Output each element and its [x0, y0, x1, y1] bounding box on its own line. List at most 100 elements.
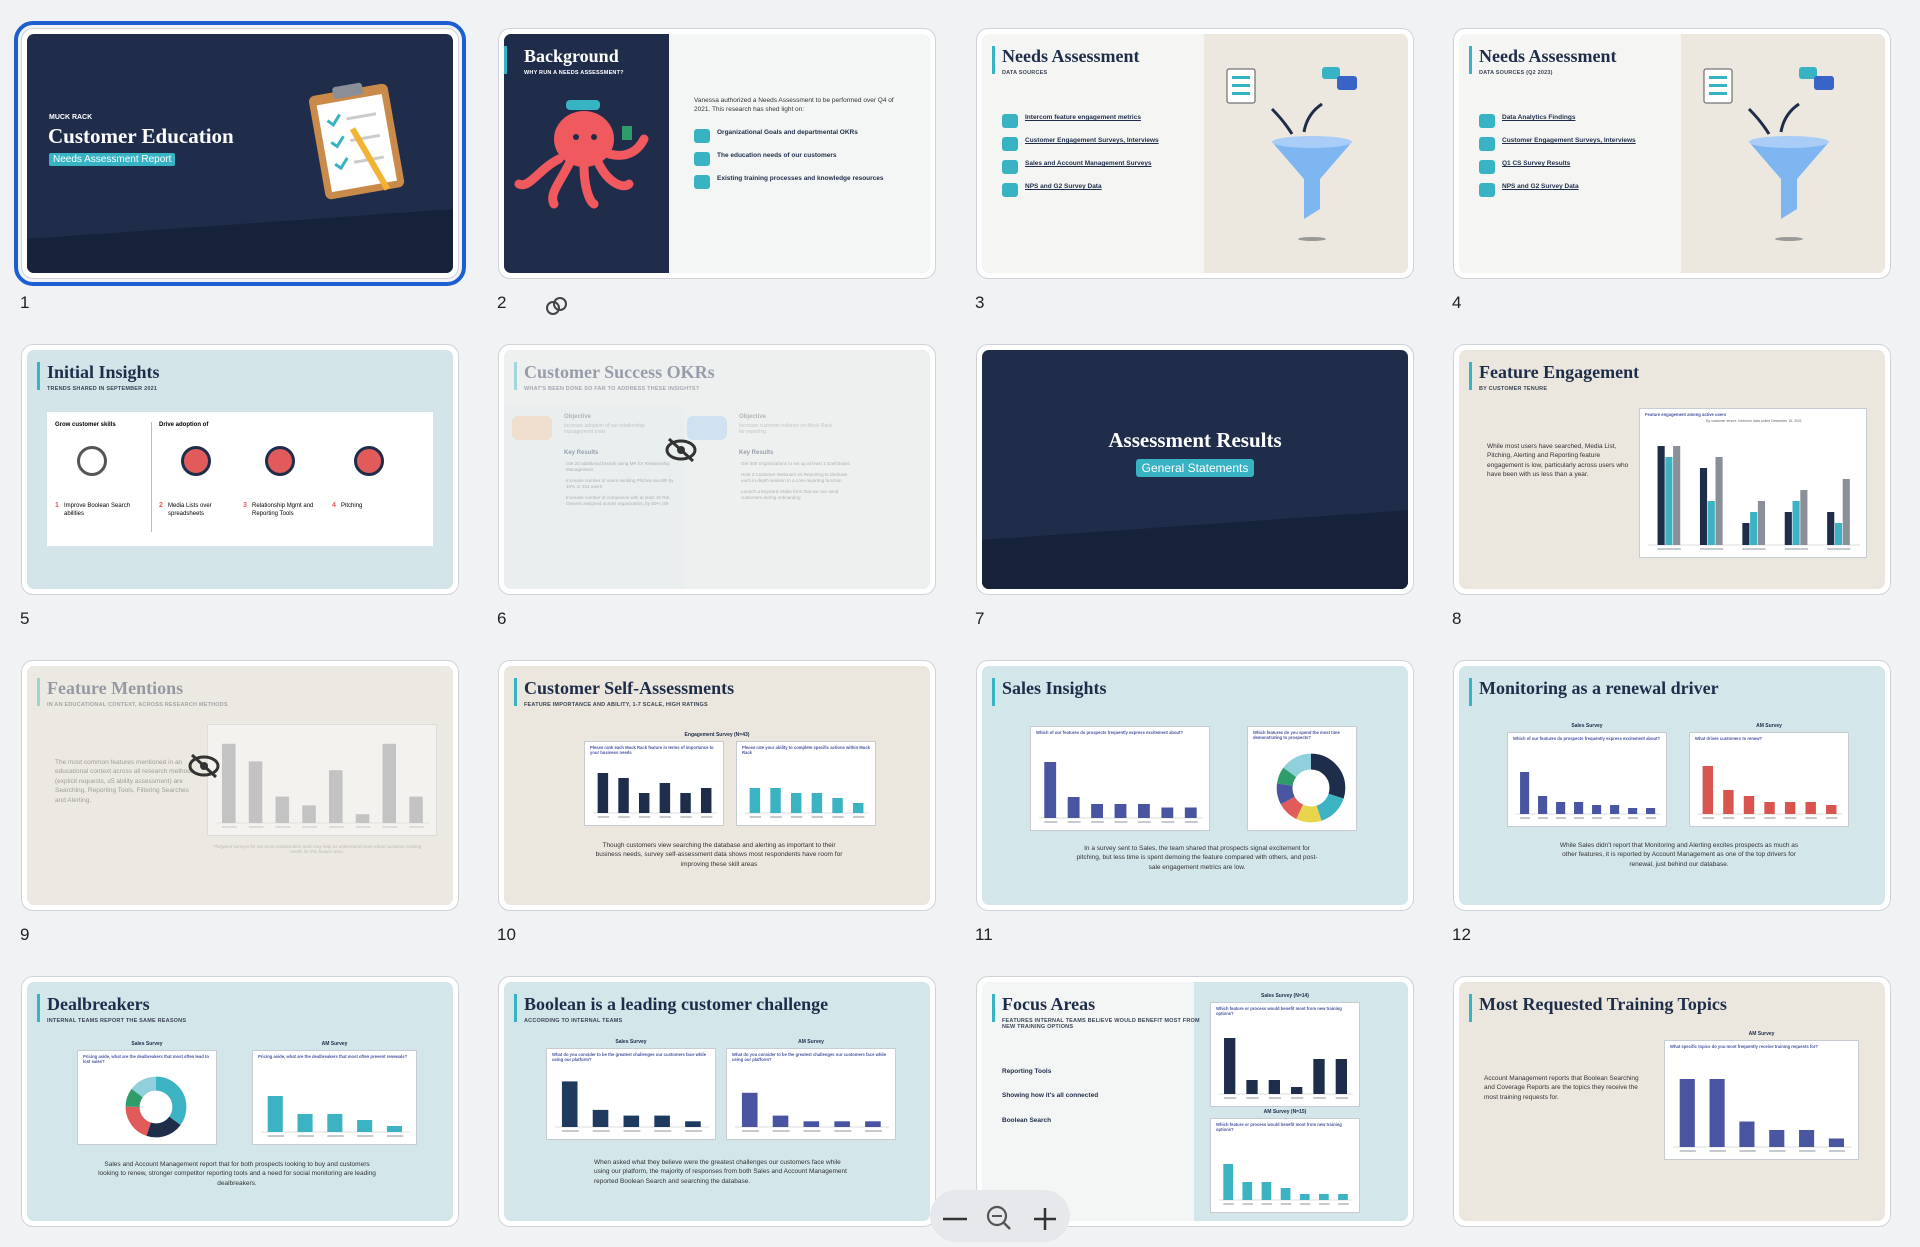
okr-label: Objective	[564, 414, 592, 420]
item-icon	[694, 152, 710, 166]
bar-label	[1223, 1203, 1234, 1205]
slide-thumbnail[interactable]: Dealbreakers INTERNAL TEAMS REPORT THE SA…	[21, 976, 459, 1227]
list-item: Showing how it's all connected	[1002, 1092, 1187, 1100]
slide-thumbnail[interactable]: Sales Insights In a survey sent to Sales,…	[976, 660, 1414, 911]
list-item: Data Analytics Findings	[1479, 114, 1674, 128]
slide-thumbnail[interactable]: Needs Assessment DATA SOURCES (Q2 2023) Da…	[1453, 28, 1891, 279]
slide-content: Initial Insights TRENDS SHARED IN SEPTEMB…	[27, 350, 453, 589]
slide-thumbnail[interactable]: Customer Success OKRs WHAT'S BEEN DONE SO…	[498, 344, 936, 595]
chart: Which of our features do prospects frequ…	[1030, 726, 1210, 831]
bar	[1665, 457, 1673, 545]
donut-segment	[1276, 753, 1346, 823]
slide-content: Feature Mentions IN AN EDUCATIONAL CONTEX…	[27, 666, 453, 905]
item-text: Boolean Search	[1002, 1116, 1052, 1124]
slide-title: Customer Success OKRs	[524, 362, 715, 382]
slide: Boolean is a leading customer challenge A…	[504, 982, 930, 1221]
bar-label	[1574, 817, 1584, 819]
bar-label	[659, 816, 672, 818]
slide-number: 5	[20, 609, 30, 628]
item-icon	[694, 175, 710, 189]
slide-thumbnail[interactable]: Feature Mentions IN AN EDUCATIONAL CONTEX…	[21, 660, 459, 911]
bar	[1699, 468, 1708, 545]
bar-label	[1769, 1150, 1786, 1152]
item-text: Data Analytics Findings	[1502, 114, 1576, 121]
bar-label	[327, 1135, 344, 1137]
slide-thumbnail[interactable]: Assessment Results General Statements	[976, 344, 1414, 595]
slide-title: Sales Insights	[1002, 678, 1107, 698]
slide-thumbnail[interactable]: Initial Insights TRENDS SHARED IN SEPTEMB…	[21, 344, 459, 595]
slide-thumbnail[interactable]: Focus Areas FEATURES INTERNAL TEAMS BELIE…	[976, 976, 1414, 1227]
okr-objective: Increase adoption of our relationship ma…	[564, 423, 645, 435]
list-item: NPS and G2 Survey Data	[1479, 183, 1674, 197]
bar	[1715, 457, 1723, 545]
bar	[1538, 796, 1548, 814]
panel	[1204, 34, 1408, 273]
slide-thumbnail[interactable]: Customer Self-Assessments FEATURE IMPORTA…	[498, 660, 936, 911]
slide-number: 7	[975, 609, 985, 628]
item-text: Showing how it's all connected	[1002, 1092, 1099, 1100]
slide-thumbnail[interactable]: MUCK RACK Customer Education Needs Assessm…	[14, 21, 466, 286]
bar	[1246, 1080, 1258, 1094]
bar	[1709, 1079, 1725, 1147]
slide-thumbnail[interactable]: Needs Assessment DATA SOURCES Intercom fea…	[976, 28, 1414, 279]
okr-icon	[687, 416, 727, 440]
item-text: NPS and G2 Survey Data	[1502, 183, 1579, 190]
bar	[1067, 797, 1080, 818]
slide: Most Requested Training Topics Account Ma…	[1459, 982, 1885, 1221]
bar	[592, 1109, 609, 1127]
slide-thumbnail[interactable]: Monitoring as a renewal driver While Sale…	[1453, 660, 1891, 911]
chart: Pricing aside, what are the dealbreakers…	[252, 1050, 417, 1145]
list-item: Boolean Search	[1002, 1117, 1187, 1125]
slide-thumbnail[interactable]: Boolean is a leading customer challenge A…	[498, 976, 936, 1227]
chart-question: Which of our features do prospects frequ…	[1513, 736, 1661, 741]
bar-label	[865, 1130, 883, 1132]
bar	[1242, 1182, 1253, 1200]
item-text: NPS and G2 Survey Data	[1025, 183, 1102, 190]
bar-label	[638, 816, 651, 818]
item-text: Customer Engagement Surveys, Interviews	[1502, 137, 1636, 144]
slide-thumbnail[interactable]: Feature Engagement BY CUSTOMER TENURE Whil…	[1453, 344, 1891, 595]
bar	[1742, 523, 1750, 545]
item-icon	[1479, 114, 1495, 128]
zoom-in-button[interactable]	[1034, 1208, 1056, 1230]
bar	[1784, 512, 1792, 545]
insight-number: 2	[159, 502, 163, 509]
okr-icon	[512, 416, 552, 440]
bar	[770, 788, 781, 813]
slide-thumbnail[interactable]: Background WHY RUN A NEEDS ASSESSMENT? Van…	[498, 28, 936, 279]
bar-label	[623, 1130, 641, 1132]
bar	[1842, 479, 1850, 545]
bar-label	[685, 1130, 703, 1132]
bar-label	[1784, 817, 1797, 819]
donut-segment	[125, 1076, 187, 1138]
bar	[1750, 512, 1758, 545]
bar-label	[1699, 548, 1708, 550]
slide-title: Monitoring as a renewal driver	[1479, 678, 1719, 698]
zoom-reset-button[interactable]	[986, 1205, 1011, 1230]
chart: Which of our features do prospects frequ…	[1507, 732, 1667, 827]
bar	[1574, 802, 1584, 814]
bar-label	[790, 816, 803, 818]
bar-label	[248, 826, 264, 828]
body-text: Account Management reports that Boolean …	[1484, 1075, 1639, 1101]
bar	[1556, 802, 1566, 814]
chart-question: Pricing aside, what are the dealbreakers…	[258, 1054, 408, 1059]
slide-number: 2	[497, 293, 507, 312]
chart-plot	[1673, 1079, 1852, 1152]
bar-label	[1799, 1150, 1816, 1152]
insight-card: Grow customer skills Drive adoption of 1 Im…	[47, 412, 433, 546]
bar	[1280, 1188, 1291, 1200]
slide-content: Customer Success OKRs WHAT'S BEEN DONE SO…	[504, 350, 930, 589]
bar-label	[680, 816, 692, 818]
bar-label	[1137, 821, 1151, 823]
slide-content: Most Requested Training Topics Account Ma…	[1459, 982, 1885, 1221]
slide-thumbnail[interactable]: Most Requested Training Topics Account Ma…	[1453, 976, 1891, 1227]
bar-label	[409, 826, 424, 828]
chart-plot	[1039, 762, 1203, 823]
bar	[811, 793, 823, 813]
bar-label	[749, 816, 762, 818]
chart-title: AM Survey	[1748, 1031, 1775, 1037]
slide-title: Customer Self-Assessments	[524, 678, 735, 698]
bar	[1184, 807, 1197, 818]
bar-label	[1827, 548, 1835, 550]
